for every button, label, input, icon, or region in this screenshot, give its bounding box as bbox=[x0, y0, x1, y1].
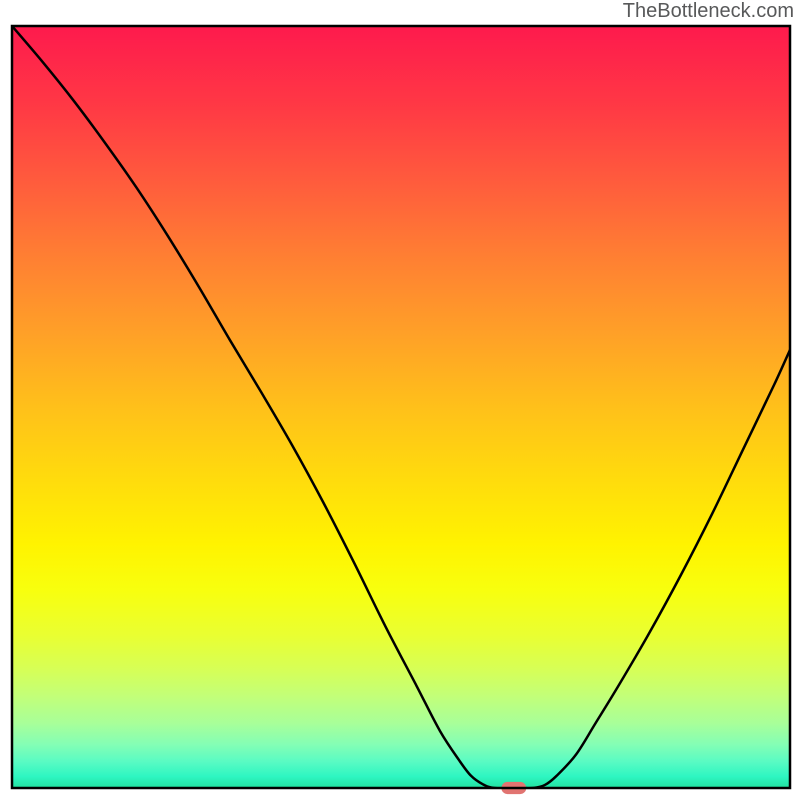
gradient-background bbox=[12, 26, 790, 788]
attribution-text: TheBottleneck.com bbox=[623, 0, 794, 23]
bottleneck-chart bbox=[0, 0, 800, 800]
chart-root: TheBottleneck.com bbox=[0, 0, 800, 800]
plot-area bbox=[12, 26, 790, 794]
